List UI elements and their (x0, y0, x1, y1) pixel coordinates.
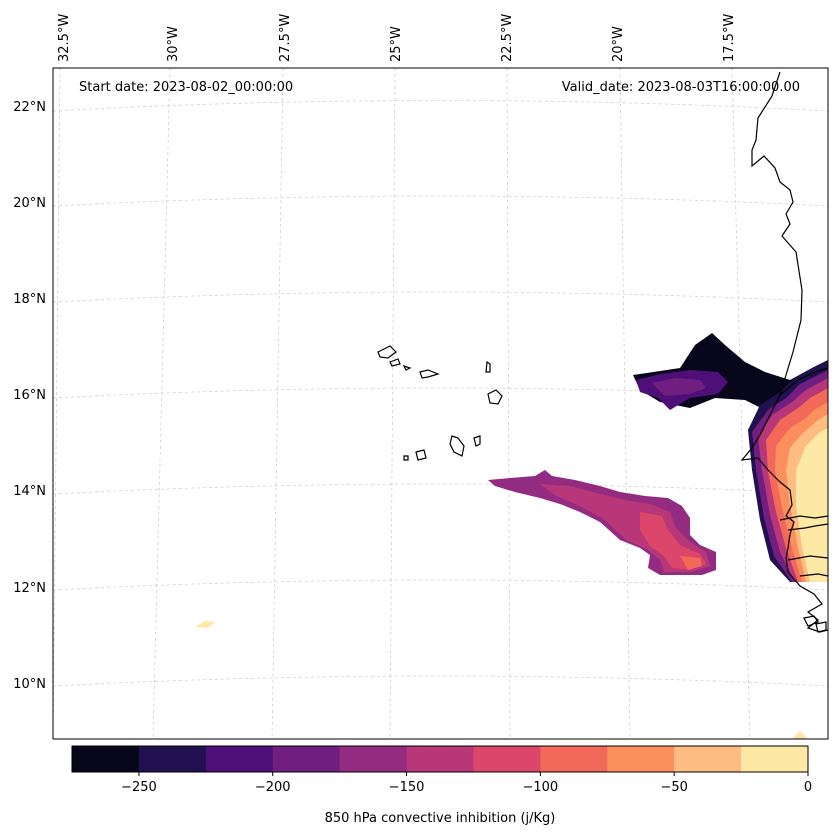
colorbar-segment (674, 746, 742, 772)
meridian-27-5w (271, 68, 284, 739)
island-fogo (415, 449, 427, 461)
colorbar-segment (741, 746, 809, 772)
map-contents (53, 68, 828, 739)
lon-label-20w: 20°W (611, 26, 626, 62)
parallel-gridlines (53, 100, 828, 687)
island-boa-vista (487, 389, 503, 405)
africa-coastline (740, 71, 828, 633)
parallel-16n (53, 387, 828, 399)
colorbar-tick-label: −50 (660, 780, 687, 795)
lat-label-14n: 14°N (13, 484, 46, 499)
colorbar-segment (138, 746, 207, 772)
colorbar-title: 850 hPa convective inhibition (j/Kg) (325, 811, 556, 826)
island-brava (403, 455, 409, 461)
lat-label-22n: 22°N (13, 100, 46, 115)
colorbar-segment (205, 746, 274, 772)
bijagos-islands (803, 615, 827, 633)
parallel-12n (53, 579, 828, 591)
gambia-border-2 (787, 523, 828, 531)
lon-label-27-5w: 27.5°W (278, 14, 293, 62)
lat-label-12n: 12°N (13, 581, 46, 596)
island-maio (473, 435, 481, 447)
map-panel (53, 68, 828, 739)
start-date-label: Start date: 2023-08-02_00:00:00 (79, 80, 293, 95)
island-sao-nicolau (419, 369, 440, 379)
guinea-border (799, 573, 828, 577)
island-sal (485, 360, 491, 373)
colorbar-segment (540, 746, 608, 772)
cin-patch-southwest (195, 621, 215, 628)
island-santo-antao (377, 345, 397, 359)
map-frame (52, 67, 829, 740)
colorbar-tick-label: −250 (121, 780, 157, 795)
colorbar-tick-label: −150 (389, 780, 425, 795)
meridian-32-5w (53, 68, 61, 739)
lon-label-25w: 25°W (389, 26, 404, 62)
parallel-18n (53, 291, 828, 303)
senegal-river (779, 367, 828, 396)
meridian-20w (619, 68, 631, 739)
colorbar-segment (339, 746, 408, 772)
coastlines (377, 71, 828, 633)
gambia-border (779, 515, 828, 521)
cin-coast-yellow (796, 428, 828, 582)
lon-label-17-5w: 17.5°W (722, 14, 737, 62)
colorbar-segment (272, 746, 341, 772)
meridian-22-5w (506, 68, 511, 739)
colorbar-tick-label: −200 (255, 780, 291, 795)
parallel-10n (53, 675, 828, 687)
colorbar-tick-label: −100 (523, 780, 559, 795)
valid-date-label: Valid_date: 2023-08-03T16:00:00.00 (562, 80, 800, 95)
lat-label-10n: 10°N (13, 677, 46, 692)
lon-label-32-5w: 32.5°W (57, 14, 72, 62)
lat-label-16n: 16°N (13, 388, 46, 403)
guinea-bissau-border (787, 555, 828, 561)
meridian-25w (389, 68, 396, 739)
colorbar: −250 −200 −150 −100 −50 0 (71, 745, 812, 795)
meridian-gridlines (53, 68, 751, 739)
colorbar-segment (406, 746, 474, 772)
parallel-20n (53, 195, 828, 207)
colorbar-segment (473, 746, 541, 772)
lon-label-30w: 30°W (166, 26, 181, 62)
colorbar-segment (72, 746, 140, 772)
cin-patch-south-edge (792, 731, 808, 739)
cin-central-band-salmon (680, 556, 702, 570)
cin-central-band-red (640, 512, 706, 570)
meridian-30w (152, 68, 171, 739)
colorbar-frame (71, 745, 809, 773)
parallel-14n (53, 483, 828, 495)
island-sao-vicente (389, 358, 401, 367)
cin-band-north-purple2 (652, 378, 706, 396)
colorbar-segment (607, 746, 675, 772)
island-santa-luzia (402, 364, 412, 371)
meridian-17-5w (731, 68, 751, 739)
longitude-labels: 32.5°W 30°W 27.5°W 25°W 22.5°W 20°W 17.5… (57, 14, 737, 62)
lon-label-22-5w: 22.5°W (500, 14, 515, 62)
cin-contours (195, 333, 828, 739)
parallel-22n (53, 100, 828, 112)
lat-label-18n: 18°N (13, 292, 46, 307)
island-santiago (449, 435, 465, 457)
colorbar-tick-label: 0 (804, 780, 812, 795)
latitude-labels: 22°N 20°N 18°N 16°N 14°N 12°N 10°N (13, 100, 46, 692)
lat-label-20n: 20°N (13, 196, 46, 211)
